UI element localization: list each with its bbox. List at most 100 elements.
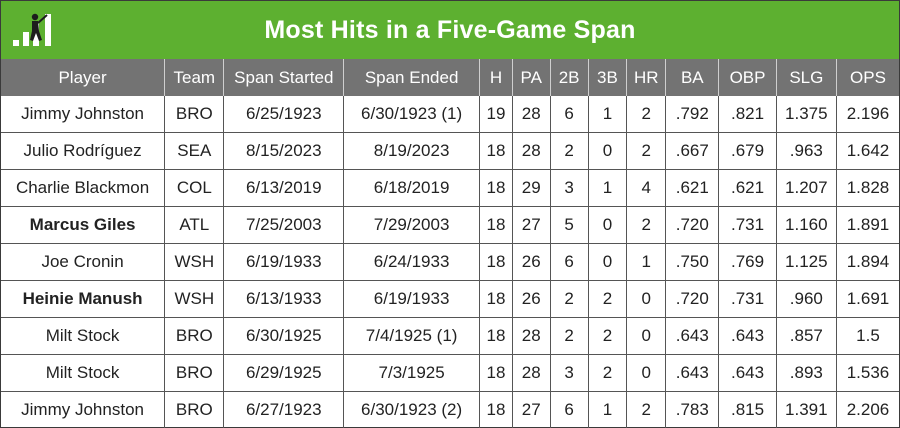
table-cell: 2 [626,132,666,170]
table-cell: BRO [164,354,224,392]
column-header[interactable]: SLG [775,59,837,96]
table-cell: .621 [718,169,777,207]
table-cell: 6/25/1923 [223,96,344,133]
table-cell: 2.196 [836,96,899,133]
table-cell: .857 [775,317,837,355]
table-cell: .643 [718,354,777,392]
column-header[interactable]: H [479,59,513,96]
column-header[interactable]: OPS [836,59,899,96]
table-cell: 6/30/1923 (2) [343,391,480,428]
table-cell: 1 [587,96,627,133]
table-cell: 1.691 [836,280,899,318]
table-row: Joe Cronin WSH 6/19/1933 6/24/1933 18 26 6 0 1 .7… [1,243,899,281]
table-cell: .720 [665,280,719,318]
table-cell: 2 [549,132,588,170]
player-name-cell: Milt Stock [1,317,165,355]
table-cell: 1.207 [775,169,837,207]
table-cell: 7/25/2003 [223,206,344,244]
table-cell: 6 [549,391,588,428]
table-cell: .667 [665,132,719,170]
player-name-cell: Jimmy Johnston [21,400,144,419]
table-cell: 7/29/2003 [343,206,480,244]
table-cell: 0 [626,317,666,355]
column-header[interactable]: Team [164,59,224,96]
table-cell: WSH [164,280,224,318]
table-cell: 18 [479,354,513,392]
column-header[interactable]: 3B [587,59,627,96]
table-cell: 6/24/1933 [343,243,480,281]
table-cell: 28 [511,354,551,392]
table-cell: 4 [626,169,666,207]
table-cell: 6 [549,96,588,133]
table-cell: 0 [587,132,627,170]
table-cell: .893 [775,354,837,392]
column-header[interactable]: OBP [718,59,777,96]
table-row: Milt Stock BRO 6/30/1925 7/4/1925 (1) 18 28 2 2… [1,317,899,355]
column-header[interactable]: HR [626,59,666,96]
table-cell: WSH [164,243,224,281]
table-cell: 27 [511,206,551,244]
table-cell: 8/19/2023 [343,132,480,170]
table-cell: 1 [626,243,666,281]
table-cell: 2 [549,317,588,355]
stats-table: Player Team Span Started Span Ended H PA 2B 3B H… [1,59,899,428]
table-cell: 2 [587,354,627,392]
player-name-cell: Joe Cronin [1,243,165,281]
table-cell: 7/3/1925 [343,354,480,392]
table-cell: 28 [511,132,551,170]
table-cell: 3 [549,169,588,207]
table-cell: 6/18/2019 [343,169,480,207]
table-cell: BRO [164,317,224,355]
table-cell: 6/19/1933 [343,280,480,318]
table-cell: 1.160 [775,206,837,244]
table-cell: 0 [587,243,627,281]
table-row: Heinie Manush WSH 6/13/1933 6/19/1933 18 26 2 2… [1,280,899,318]
column-header[interactable]: 2B [549,59,588,96]
table-cell: .769 [718,243,777,281]
table-cell: 1.5 [836,317,899,355]
table-cell: 1.828 [836,169,899,207]
table-cell: 6/27/1923 [223,391,344,428]
table-cell: .815 [718,391,777,428]
table-cell: 26 [511,243,551,281]
table-cell: 2.206 [836,391,899,428]
table-cell: ATL [164,206,224,244]
table-cell: .821 [718,96,777,133]
table-cell: 8/15/2023 [223,132,344,170]
table-cell: 18 [479,132,513,170]
page-title: Most Hits in a Five-Game Span [264,15,636,44]
table-cell: SEA [164,132,224,170]
table-cell: 18 [479,243,513,281]
table-cell: 6/13/2019 [223,169,344,207]
table-cell: 6/19/1933 [223,243,344,281]
table-cell: 18 [479,206,513,244]
title-bar: Most Hits in a Five-Game Span [1,1,899,59]
column-header[interactable]: Span Ended [343,59,480,96]
column-header[interactable]: PA [511,59,551,96]
table-cell: 1.891 [836,206,899,244]
table-cell: .731 [718,206,777,244]
table-cell: 6 [549,243,588,281]
table-row: Charlie Blackmon COL 6/13/2019 6/18/2019 18 2… [1,169,899,207]
column-header[interactable]: BA [665,59,719,96]
table-cell: 2 [549,280,588,318]
table-row: Milt Stock BRO 6/29/1925 7/3/1925 18 28 3 2 0.64… [1,354,899,392]
table-row: Marcus Giles ATL 7/25/2003 7/29/2003 18 27 5 0 2… [1,206,899,244]
column-header[interactable]: Player [1,59,165,96]
table-cell: 2 [587,317,627,355]
table-cell: 19 [479,96,513,133]
column-header[interactable]: Span Started [223,59,344,96]
table-cell: .679 [718,132,777,170]
player-name-cell: Jimmy Johnston [1,96,165,133]
table-cell: 2 [587,280,627,318]
table-cell: 6/30/1923 (1) [343,96,480,133]
table-cell: 2 [626,391,666,428]
table-cell: .643 [665,317,719,355]
table-cell: .960 [775,280,837,318]
player-name-cell: Marcus Giles [1,206,165,244]
player-name-cell: Charlie Blackmon [1,169,165,207]
table-cell: 0 [626,354,666,392]
table-cell: .621 [665,169,719,207]
table-cell: 0 [626,280,666,318]
